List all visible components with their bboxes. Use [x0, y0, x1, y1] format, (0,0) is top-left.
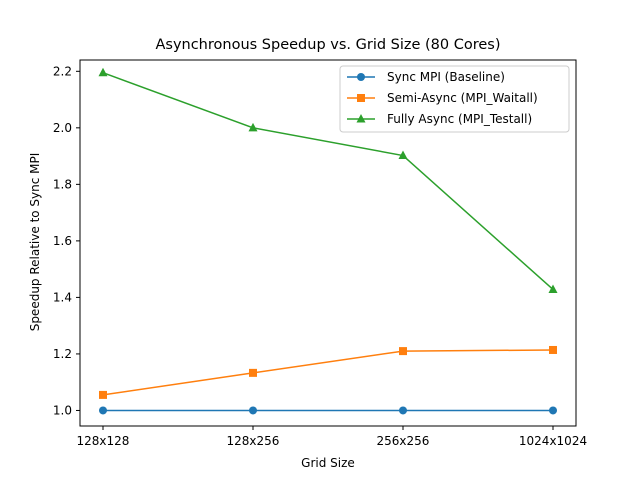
series-triangle: [98, 67, 558, 293]
data-point: [399, 406, 407, 415]
data-point: [549, 345, 557, 354]
legend-marker: [357, 94, 365, 102]
data-point: [249, 406, 257, 415]
series-line: [102, 72, 554, 291]
data-point: [249, 368, 257, 377]
data-point: [549, 406, 557, 415]
data-point: [399, 347, 407, 356]
axes-frame: [79, 59, 577, 427]
data-point: [99, 390, 107, 399]
legend-marker: [357, 73, 365, 81]
chart-title: Asynchronous Speedup vs. Grid Size (80 C…: [155, 37, 500, 53]
series-circle: [99, 406, 557, 415]
legend-marker: [356, 114, 366, 123]
x-tick-label: 128x256: [227, 434, 280, 448]
legend-label: Fully Async (MPI_Testall): [387, 112, 532, 126]
y-tick-label: 1.2: [53, 347, 72, 361]
data-point: [548, 284, 558, 293]
y-axis: 1.0 1.2 1.4 1.6 1.8 2.0 2.2: [53, 64, 80, 417]
legend: Sync MPI (Baseline) Semi-Async (MPI_Waita…: [339, 65, 570, 133]
legend-item: Sync MPI (Baseline): [347, 70, 505, 84]
series-line: [102, 349, 554, 396]
data-point: [98, 67, 108, 77]
x-axis: 128x128 128x256 256x256 1024x1024: [77, 426, 587, 448]
x-tick-label: 1024x1024: [519, 434, 587, 448]
data-point: [398, 150, 408, 160]
y-tick-label: 2.2: [53, 64, 72, 78]
data-point: [248, 122, 258, 132]
legend-label: Sync MPI (Baseline): [387, 70, 505, 84]
y-axis-label: Speedup Relative to Sync MPI: [28, 153, 42, 332]
y-tick-label: 1.0: [53, 403, 72, 417]
legend-item: Fully Async (MPI_Testall): [347, 112, 532, 126]
x-tick-label: 128x128: [77, 434, 130, 448]
x-tick-label: 256x256: [377, 434, 430, 448]
y-tick-label: 1.8: [53, 177, 72, 191]
plot-area: [98, 67, 558, 415]
series-square: [99, 345, 557, 399]
y-tick-label: 2.0: [53, 121, 72, 135]
legend-label: Semi-Async (MPI_Waitall): [387, 91, 538, 105]
legend-box: [339, 65, 570, 133]
x-axis-label: Grid Size: [301, 456, 355, 470]
data-point: [99, 406, 107, 415]
legend-item: Semi-Async (MPI_Waitall): [347, 91, 538, 105]
y-tick-label: 1.4: [53, 290, 72, 304]
y-tick-label: 1.6: [53, 234, 72, 248]
